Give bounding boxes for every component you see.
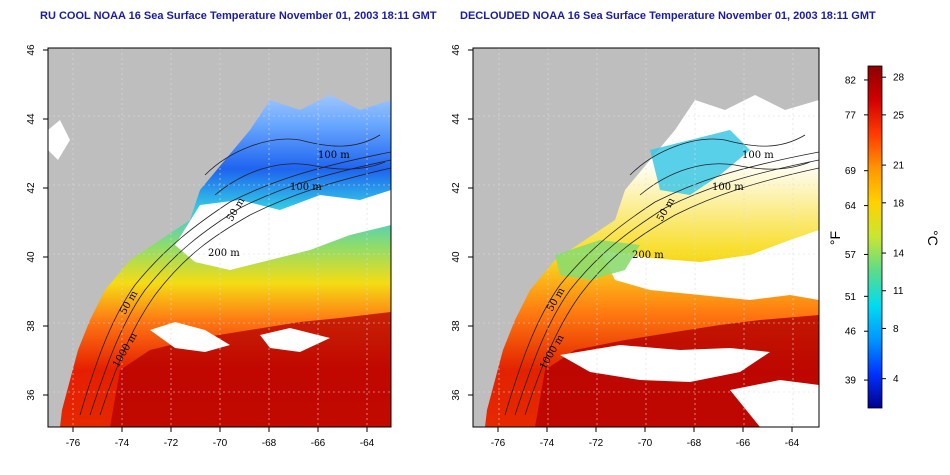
right-map-title: DECLOUDED NOAA 16 Sea Surface Temperatur…	[460, 10, 876, 22]
contour-label: 200 m	[632, 250, 664, 261]
land-mass	[48, 48, 391, 427]
celsius-tick-label: 8	[893, 324, 899, 335]
celsius-tick-label: 4	[893, 374, 899, 385]
bathymetry-contours	[79, 134, 391, 416]
latitude-tick-label: 40	[26, 251, 37, 263]
fahrenheit-tick-label: 64	[845, 201, 857, 212]
latitude-tick-label: 44	[26, 113, 37, 125]
temperature-colorbar: 82 77 69 64 57 51 46 39 28 25 21 18 14 11 8 4 °F °C	[827, 65, 941, 409]
longitude-tick-label: -66	[311, 438, 326, 449]
contour-label: 100 m	[712, 182, 744, 193]
cloud-mask	[560, 345, 770, 382]
cloud-mask	[600, 230, 819, 300]
latitude-axis: 46 44 42 40 38 36	[451, 44, 473, 401]
shelf-patch	[555, 240, 640, 280]
longitude-tick-label: -64	[360, 438, 375, 449]
fahrenheit-tick-label: 46	[845, 327, 857, 338]
fahrenheit-tick-label: 39	[845, 376, 857, 387]
celsius-tick-label: 18	[893, 198, 905, 209]
longitude-tick-label: -74	[540, 438, 555, 449]
latitude-tick-label: 46	[451, 44, 462, 56]
cloud-mask	[48, 120, 70, 160]
longitude-tick-label: -70	[213, 438, 228, 449]
latitude-tick-label: 46	[26, 44, 37, 56]
fahrenheit-scale: 82 77 69 64 57 51 46 39	[845, 75, 868, 387]
latitude-tick-label: 40	[451, 251, 462, 263]
fahrenheit-tick-label: 57	[845, 250, 857, 261]
bathymetry-contours	[504, 134, 819, 416]
latitude-tick-label: 36	[451, 389, 462, 401]
grid-lines	[48, 48, 391, 427]
longitude-tick-label: -66	[736, 438, 751, 449]
latitude-tick-label: 42	[451, 182, 462, 194]
latitude-tick-label: 38	[26, 320, 37, 332]
longitude-tick-label: -72	[164, 438, 179, 449]
longitude-tick-label: -74	[115, 438, 130, 449]
longitude-tick-label: -64	[785, 438, 800, 449]
longitude-tick-label: -68	[262, 438, 277, 449]
longitude-tick-label: -68	[687, 438, 702, 449]
land-mass	[473, 48, 819, 427]
colorbar-gradient	[867, 65, 883, 409]
latitude-axis: 46 44 42 40 38 36	[26, 44, 48, 401]
celsius-tick-label: 21	[893, 161, 905, 172]
latitude-tick-label: 38	[451, 320, 462, 332]
fahrenheit-unit-label: °F	[827, 231, 843, 245]
celsius-unit-label: °C	[925, 230, 941, 246]
celsius-tick-label: 11	[893, 286, 904, 297]
longitude-tick-label: -70	[638, 438, 653, 449]
grid-lines	[473, 48, 819, 427]
contour-label: 100 m	[290, 182, 322, 193]
left-map-panel: 100 m 100 m 50 m 200 m 50 m 1000 m 46444…	[26, 44, 392, 449]
latitude-tick-label: 42	[26, 182, 37, 194]
latitude-tick-label: 44	[451, 113, 462, 125]
longitude-axis: -76 -74 -72 -70 -68 -66 -64	[66, 427, 375, 449]
celsius-tick-label: 25	[893, 110, 905, 121]
fahrenheit-tick-label: 51	[845, 292, 857, 303]
latitude-tick-label: 36	[26, 389, 37, 401]
cloud-mask	[150, 322, 230, 352]
celsius-tick-label: 28	[893, 73, 905, 84]
cloud-mask	[260, 328, 330, 352]
cloud-mask	[175, 190, 391, 270]
fahrenheit-tick-label: 82	[845, 75, 857, 86]
left-map-title: RU COOL NOAA 16 Sea Surface Temperature …	[40, 10, 437, 22]
fahrenheit-tick-label: 69	[845, 166, 857, 177]
fahrenheit-tick-label: 77	[845, 110, 857, 121]
longitude-tick-label: -76	[66, 438, 81, 449]
cloud-mask	[730, 380, 819, 427]
contour-label: 100 m	[742, 150, 774, 161]
contour-label: 200 m	[208, 248, 240, 259]
longitude-tick-label: -76	[491, 438, 506, 449]
celsius-scale: 28 25 21 18 14 11 8 4	[882, 73, 905, 385]
longitude-axis: -76 -74 -72 -70 -68 -66 -64	[491, 427, 800, 449]
longitude-tick-label: -72	[589, 438, 604, 449]
celsius-tick-label: 14	[893, 249, 905, 260]
contour-label: 100 m	[318, 150, 350, 161]
map-frame	[472, 47, 820, 428]
right-map-panel: 100 m 100 m 50 m 200 m 50 m 1000 m 46444…	[451, 44, 820, 449]
